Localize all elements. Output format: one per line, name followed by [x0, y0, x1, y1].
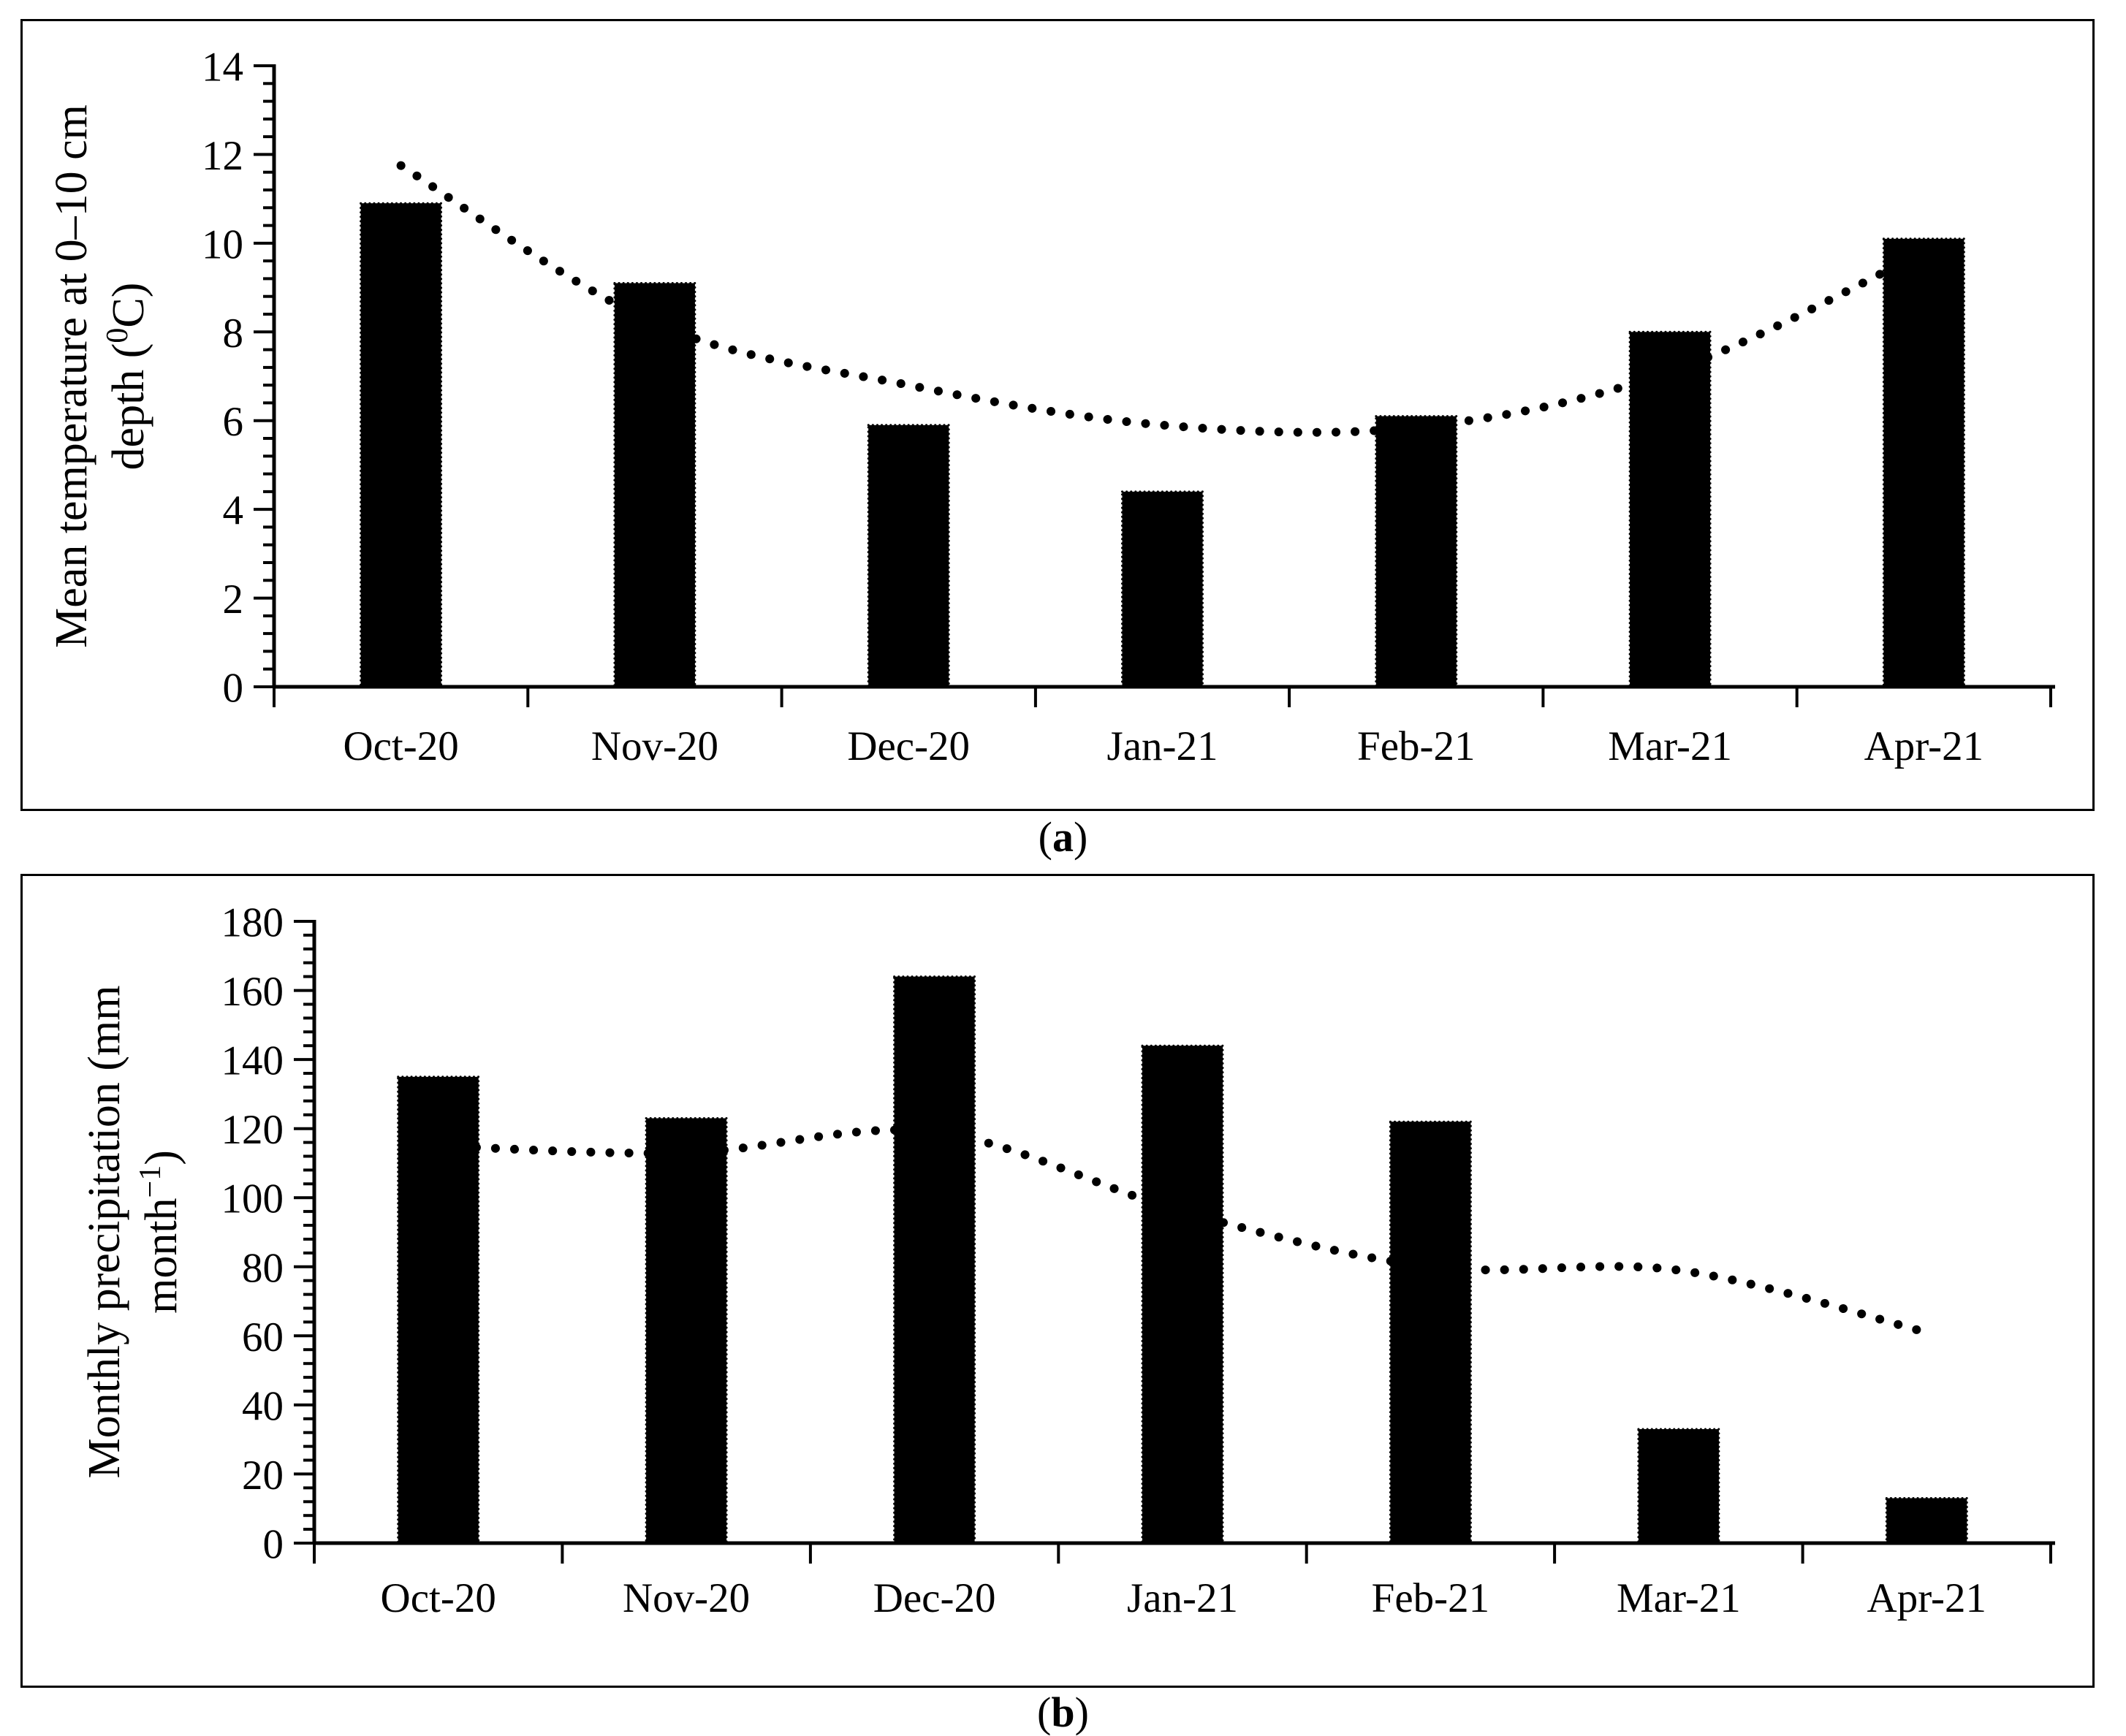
x-tick-label-oct-20: Oct-20 [381, 1575, 496, 1621]
caption-a-paren-open: ( [1038, 813, 1052, 861]
x-tick-label-nov-20: Nov-20 [623, 1575, 750, 1621]
y-tick-label-4: 4 [223, 488, 244, 534]
y-tick-label-40: 40 [242, 1383, 284, 1429]
y-tick-label-20: 20 [242, 1453, 284, 1499]
y-axis-title-line-1: Monthly precipitation (mm [80, 985, 129, 1478]
x-tick-label-apr-21: Apr-21 [1867, 1575, 1987, 1621]
x-tick-label-dec-20: Dec-20 [873, 1575, 996, 1621]
x-tick-label-mar-21: Mar-21 [1608, 723, 1732, 769]
y-tick-label-12: 12 [202, 133, 243, 179]
caption-a-paren-close: ) [1074, 813, 1088, 861]
x-tick-label-nov-20: Nov-20 [591, 723, 718, 769]
bar-jan-21 [1141, 1044, 1224, 1545]
x-tick-label-apr-21: Apr-21 [1864, 723, 1984, 769]
y-tick-label-10: 10 [202, 221, 243, 267]
bar-nov-20 [645, 1117, 728, 1545]
y-axis-title-line-2: month−1​) [134, 1150, 186, 1314]
y-tick-label-140: 140 [221, 1038, 284, 1084]
y-tick-label-14: 14 [202, 45, 243, 91]
x-tick-label-jan-21: Jan-21 [1107, 723, 1218, 769]
x-tick-label-dec-20: Dec-20 [847, 723, 970, 769]
panel-b-frame: 0 20 40 60 80 100 120 140 160 180 Oct-20 Nov-20 Dec-… [20, 874, 2095, 1688]
bar-mar-21 [1637, 1428, 1720, 1545]
bar-dec-20 [867, 424, 950, 688]
caption-a-letter: a [1052, 813, 1074, 861]
y-tick-label-8: 8 [223, 311, 244, 357]
bar-jan-21 [1121, 490, 1204, 688]
precipitation-chart-svg: 0 20 40 60 80 100 120 140 160 180 Oct-20 Nov-20 Dec-… [80, 900, 2055, 1621]
y-tick-label-6: 6 [223, 399, 244, 445]
bar-dec-20 [893, 975, 976, 1545]
bar-mar-21 [1628, 330, 1712, 688]
y-tick-label-120: 120 [221, 1107, 284, 1153]
bar-apr-21 [1882, 237, 1965, 688]
x-tick-label-feb-21: Feb-21 [1357, 723, 1475, 769]
caption-b: (b) [0, 1689, 2126, 1736]
y-tick-label-180: 180 [221, 900, 284, 946]
bar-feb-21 [1375, 415, 1458, 688]
x-tick-label-oct-20: Oct-20 [343, 723, 458, 769]
y-tick-label-60: 60 [242, 1314, 284, 1360]
x-tick-label-feb-21: Feb-21 [1372, 1575, 1489, 1621]
temperature-chart-svg: 0 2 4 6 8 10 12 14 Oct-20 Nov-20 Dec-20 Jan-21 Feb-2… [47, 45, 2055, 769]
bar-oct-20 [397, 1076, 480, 1545]
y-axis-title-line-2: depth (0​C) [101, 283, 153, 471]
bar-apr-21 [1885, 1497, 1968, 1545]
bar-nov-20 [613, 282, 696, 688]
caption-b-paren-open: ( [1037, 1689, 1052, 1736]
caption-a: (a) [0, 814, 2126, 861]
panel-a-frame: 0 2 4 6 8 10 12 14 Oct-20 Nov-20 Dec-20 Jan-21 Feb-2… [20, 19, 2095, 811]
x-tick-label-jan-21: Jan-21 [1127, 1575, 1238, 1621]
caption-b-letter: b [1051, 1689, 1075, 1736]
y-tick-label-100: 100 [221, 1176, 284, 1222]
bar-oct-20 [360, 202, 443, 688]
y-tick-label-80: 80 [242, 1245, 284, 1291]
bar-feb-21 [1389, 1120, 1472, 1545]
caption-b-paren-close: ) [1074, 1689, 1089, 1736]
y-tick-label-0: 0 [223, 666, 244, 712]
x-tick-label-mar-21: Mar-21 [1617, 1575, 1741, 1621]
y-tick-label-160: 160 [221, 969, 284, 1015]
y-tick-label-0: 0 [263, 1522, 284, 1568]
y-tick-label-2: 2 [223, 576, 244, 623]
y-axis-title-line-1: Mean temperature at 0–10 cm [47, 104, 96, 648]
